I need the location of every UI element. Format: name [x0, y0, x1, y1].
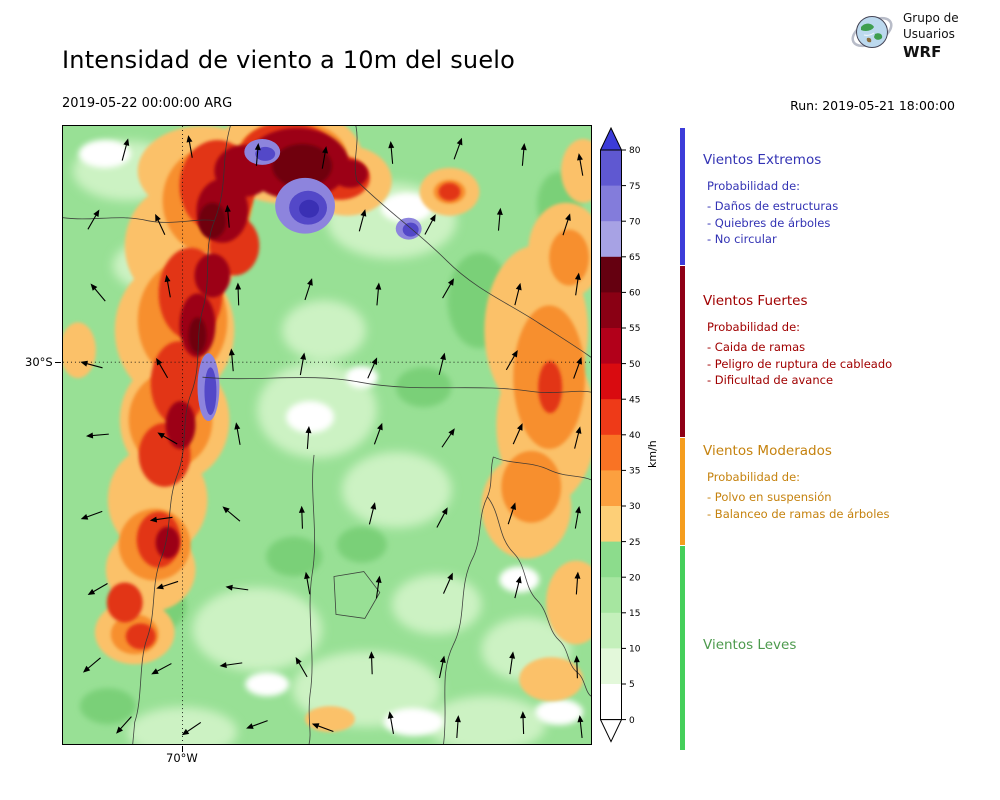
longitude-tick: [182, 746, 183, 752]
legend-section-moderados: Vientos Moderados Probabilidad de: - Pol…: [703, 443, 971, 522]
latitude-axis-label: 30°S: [25, 355, 53, 369]
legend-item: - Daños de estructuras: [707, 199, 839, 213]
extreme-wind-cores: [204, 146, 419, 416]
legend-section-fuertes: Vientos Fuertes Probabilidad de: - Caida…: [703, 293, 971, 389]
svg-text:55: 55: [629, 324, 640, 334]
legend-item: - Balanceo de ramas de árboles: [707, 506, 890, 521]
legend-subtitle: Probabilidad de:: [707, 320, 801, 334]
legend-item: - Polvo en suspensión: [707, 490, 832, 504]
logo-line-3: WRF: [903, 43, 942, 62]
legend-title-moderados: Vientos Moderados: [703, 443, 832, 459]
legend-item: - Dificultad de avance: [707, 373, 834, 387]
province-boundaries: [63, 126, 591, 744]
logo-text: Grupo de Usuarios WRF: [903, 8, 959, 63]
svg-text:40: 40: [629, 431, 641, 441]
wrf-logo: Grupo de Usuarios WRF: [848, 8, 959, 63]
legend-section-extremos: Vientos Extremos Probabilidad de: - Daño…: [703, 152, 971, 248]
legend-bar-moderados: [680, 438, 685, 545]
legend-item: - No circular: [707, 232, 777, 246]
globe-icon: [851, 16, 893, 48]
run-datetime-label: Run: 2019-05-21 18:00:00: [790, 98, 955, 113]
page-title: Intensidad de viento a 10m del suelo: [62, 46, 516, 74]
svg-text:30: 30: [629, 502, 641, 512]
wind-direction-arrows: [80, 135, 584, 739]
legend-section-leves: Vientos Leves: [703, 637, 971, 664]
logo-line-1: Grupo de: [903, 11, 959, 25]
svg-text:65: 65: [629, 253, 640, 263]
wind-intensity-map: [62, 125, 592, 745]
legend-bar-extremos: [680, 128, 685, 265]
svg-text:60: 60: [629, 289, 641, 299]
legend-subtitle: Probabilidad de:: [707, 470, 801, 484]
legend-title-fuertes: Vientos Fuertes: [703, 293, 808, 309]
svg-text:80: 80: [629, 146, 641, 156]
svg-text:70: 70: [629, 217, 641, 227]
colorbar-unit-label: km/h: [646, 440, 659, 468]
valid-datetime-label: 2019-05-22 00:00:00 ARG: [62, 96, 233, 111]
legend-item: - Caida de ramas: [707, 340, 806, 354]
legend-title-extremos: Vientos Extremos: [703, 152, 822, 168]
map-canvas: [63, 126, 591, 744]
legend-item: - Quiebres de árboles: [707, 215, 831, 230]
svg-text:15: 15: [629, 609, 640, 619]
legend-bar-leves: [680, 546, 685, 750]
svg-text:75: 75: [629, 182, 640, 192]
legend-title-leves: Vientos Leves: [703, 637, 797, 653]
svg-text:35: 35: [629, 467, 640, 477]
svg-text:20: 20: [629, 573, 641, 583]
logo-line-2: Usuarios: [903, 26, 955, 41]
svg-text:10: 10: [629, 645, 641, 655]
latitude-tick: [55, 362, 61, 363]
svg-text:25: 25: [629, 538, 640, 548]
legend-item: - Peligro de ruptura de cableado: [707, 356, 893, 371]
svg-text:45: 45: [629, 395, 640, 405]
svg-text:50: 50: [629, 360, 641, 370]
longitude-axis-label: 70°W: [166, 751, 198, 765]
legend-subtitle: Probabilidad de:: [707, 179, 801, 193]
legend-bar-fuertes: [680, 266, 685, 437]
graticule-lines: [63, 126, 591, 744]
calm-wind-areas: [78, 139, 584, 737]
svg-text:0: 0: [629, 716, 635, 726]
svg-text:5: 5: [629, 680, 635, 690]
